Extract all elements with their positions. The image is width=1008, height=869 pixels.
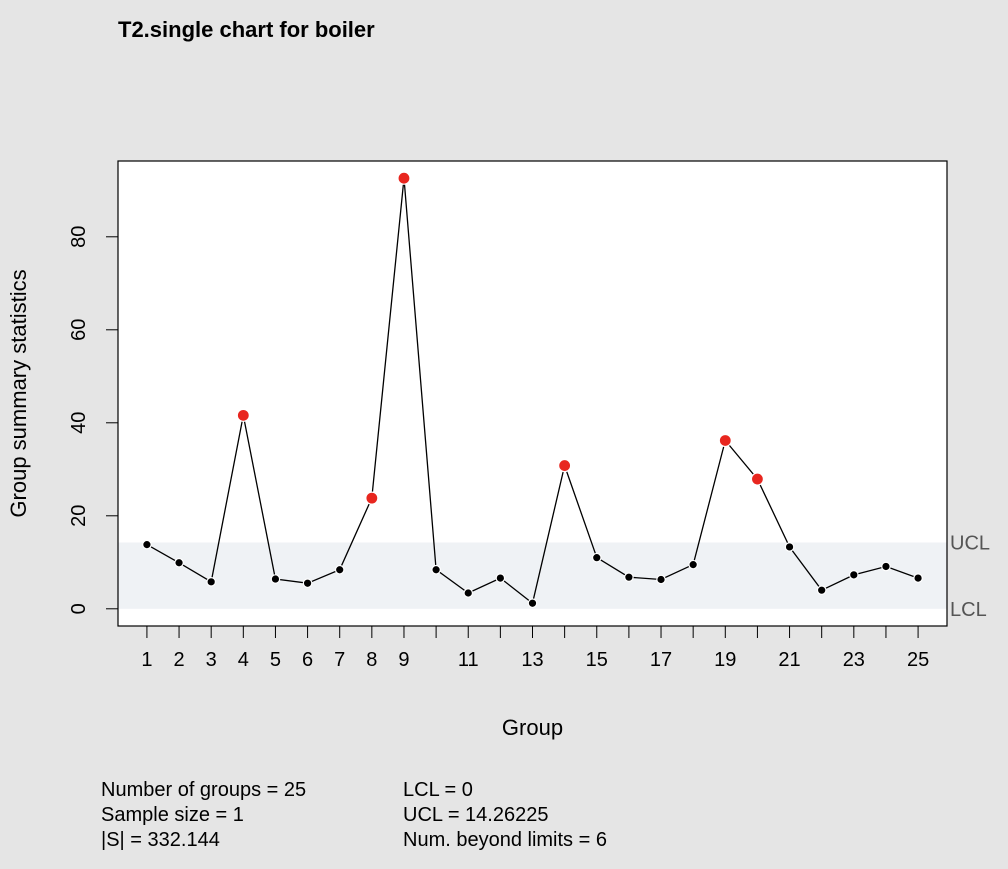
data-point — [334, 564, 345, 575]
data-point — [142, 539, 152, 550]
stat-sample-size: Sample size = 1 — [101, 804, 244, 826]
x-tick-label: 25 — [907, 649, 929, 671]
data-point-violation — [750, 472, 765, 486]
data-point — [624, 572, 634, 582]
x-tick-label: 13 — [521, 649, 543, 671]
y-tick-label: 40 — [68, 412, 90, 434]
y-tick-label: 60 — [68, 319, 90, 341]
x-tick-label: 3 — [206, 649, 217, 671]
data-point-violation — [558, 458, 572, 473]
x-tick-label: 17 — [650, 649, 672, 671]
control-limit-band — [118, 542, 947, 609]
x-tick-label: 11 — [458, 649, 479, 671]
x-tick-label: 1 — [141, 649, 152, 671]
stat-determinant: |S| = 332.144 — [101, 829, 220, 851]
x-tick-label: 7 — [334, 649, 345, 671]
data-point-violation — [718, 433, 732, 448]
x-tick-label: 23 — [843, 649, 865, 671]
x-tick-label: 8 — [366, 649, 377, 671]
ucl-label: UCL — [950, 532, 990, 554]
data-point — [206, 577, 216, 587]
stats-left: Number of groups = 25 Sample size = 1 |S… — [101, 778, 306, 853]
data-point — [495, 573, 506, 583]
x-tick-label: 2 — [173, 649, 184, 671]
x-tick-label: 19 — [714, 649, 736, 671]
data-point — [302, 578, 313, 589]
data-point-violation — [365, 491, 379, 505]
data-point — [913, 573, 923, 583]
data-point-violation — [236, 408, 250, 422]
data-point — [270, 574, 281, 584]
data-point — [431, 564, 441, 575]
y-tick-label: 0 — [68, 603, 90, 614]
y-tick-label: 80 — [68, 226, 90, 248]
x-tick-label: 9 — [398, 649, 409, 671]
stat-lcl: LCL = 0 — [403, 779, 473, 801]
data-point — [816, 585, 827, 595]
x-tick-label: 4 — [238, 649, 249, 671]
data-point-violation — [397, 171, 411, 185]
stat-ucl: UCL = 14.26225 — [403, 804, 549, 826]
stat-number-of-groups: Number of groups = 25 — [101, 779, 307, 801]
x-tick-label: 21 — [778, 649, 800, 671]
chart-title: T2.single chart for boiler — [118, 17, 375, 42]
data-point — [527, 598, 538, 609]
x-axis-label: Group — [502, 715, 563, 740]
y-axis-label: Group summary statistics — [6, 269, 31, 517]
data-point — [463, 588, 474, 598]
stats-right: LCL = 0 UCL = 14.26225 Num. beyond limit… — [403, 778, 607, 853]
data-point — [591, 552, 602, 563]
x-tick-label: 15 — [586, 649, 608, 671]
data-point — [688, 559, 698, 570]
lcl-label: LCL — [950, 599, 987, 621]
data-point — [784, 542, 795, 552]
data-point — [881, 561, 891, 572]
x-tick-label: 6 — [302, 649, 313, 671]
data-point — [849, 570, 859, 580]
data-point — [174, 557, 184, 568]
stat-beyond-limits: Num. beyond limits = 6 — [403, 829, 607, 851]
data-point — [656, 574, 666, 585]
y-tick-label: 20 — [68, 505, 90, 527]
x-tick-label: 5 — [270, 649, 281, 671]
